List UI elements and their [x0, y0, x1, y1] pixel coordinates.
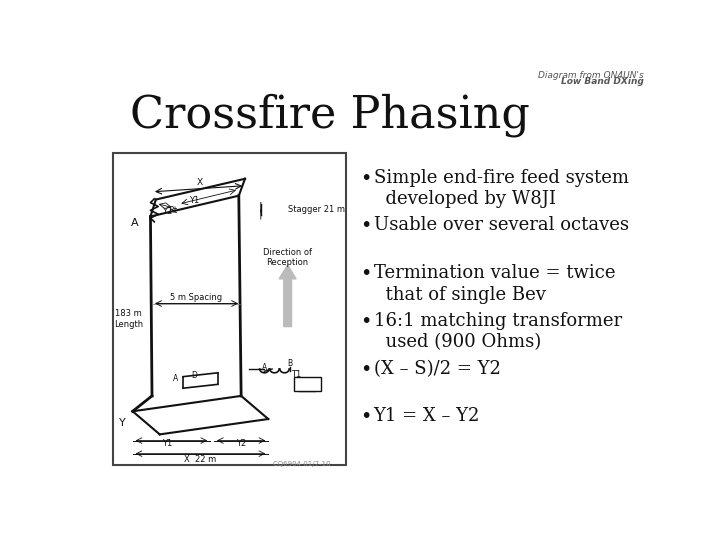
Text: Y2: Y2 — [163, 207, 173, 215]
Text: Rt: Rt — [168, 206, 177, 215]
Text: X: X — [197, 178, 203, 187]
Text: Direction of
Reception: Direction of Reception — [263, 248, 312, 267]
Text: •: • — [360, 360, 371, 379]
Text: Termination value = twice
  that of single Bev: Termination value = twice that of single… — [374, 264, 615, 303]
Text: Y2: Y2 — [236, 439, 246, 448]
Text: B: B — [287, 359, 292, 368]
Text: Low Band DXing: Low Band DXing — [562, 77, 644, 86]
Text: A: A — [262, 363, 267, 372]
Text: •: • — [360, 264, 371, 283]
Text: |: | — [258, 202, 262, 213]
Text: Usable over several octaves: Usable over several octaves — [374, 217, 629, 234]
Bar — [113, 153, 346, 465]
Text: 16:1 matching transformer
  used (900 Ohms): 16:1 matching transformer used (900 Ohms… — [374, 312, 622, 352]
Text: D: D — [192, 370, 197, 380]
Text: |: | — [258, 208, 262, 219]
Text: (X – S)/2 = Y2: (X – S)/2 = Y2 — [374, 360, 500, 377]
Text: •: • — [360, 168, 371, 188]
Text: Y1 = X – Y2: Y1 = X – Y2 — [374, 408, 480, 426]
Text: 5 m Spacing: 5 m Spacing — [170, 293, 222, 302]
Text: Simple end-fire feed system
  developed by W8JI: Simple end-fire feed system developed by… — [374, 168, 629, 208]
Text: CQ6904 01/7-10: CQ6904 01/7-10 — [273, 461, 330, 467]
FancyArrow shape — [279, 265, 296, 327]
Text: Y: Y — [120, 418, 126, 428]
Text: Y1: Y1 — [189, 196, 199, 205]
Text: A: A — [131, 218, 139, 228]
Bar — [294, 377, 321, 390]
Text: X  22 m: X 22 m — [184, 455, 216, 464]
Text: T1: T1 — [292, 370, 302, 379]
Text: 183 m
Length: 183 m Length — [114, 309, 143, 329]
Text: •: • — [360, 312, 371, 331]
Text: Crossfire Phasing: Crossfire Phasing — [130, 93, 530, 137]
Text: •: • — [360, 217, 371, 235]
Text: Y1: Y1 — [163, 439, 173, 448]
Text: •: • — [360, 408, 371, 427]
Text: A: A — [173, 374, 178, 383]
Text: Diagram from ON4UN's: Diagram from ON4UN's — [539, 71, 644, 80]
Text: Stagger 21 m: Stagger 21 m — [287, 205, 345, 214]
